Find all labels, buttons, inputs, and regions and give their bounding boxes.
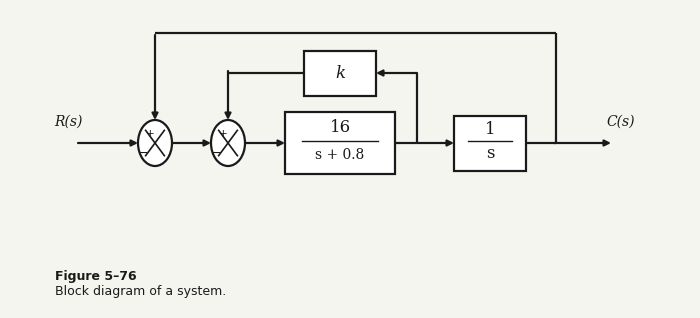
Text: s + 0.8: s + 0.8 (316, 148, 365, 162)
Bar (304, 51, 376, 95)
Text: C(s): C(s) (607, 115, 636, 129)
Text: k: k (335, 65, 345, 81)
Text: −: − (211, 147, 221, 160)
Text: Block diagram of a system.: Block diagram of a system. (55, 285, 226, 298)
Text: +: + (146, 129, 154, 139)
Ellipse shape (138, 120, 172, 166)
Text: −: − (138, 147, 148, 160)
Text: R(s): R(s) (54, 115, 82, 129)
Text: s: s (486, 144, 494, 162)
Text: 16: 16 (330, 119, 351, 135)
Text: 1: 1 (484, 121, 496, 137)
Bar (454, 115, 526, 170)
Ellipse shape (211, 120, 245, 166)
Text: +: + (218, 129, 228, 139)
Text: Figure 5–76: Figure 5–76 (55, 270, 136, 283)
Bar (285, 112, 395, 174)
